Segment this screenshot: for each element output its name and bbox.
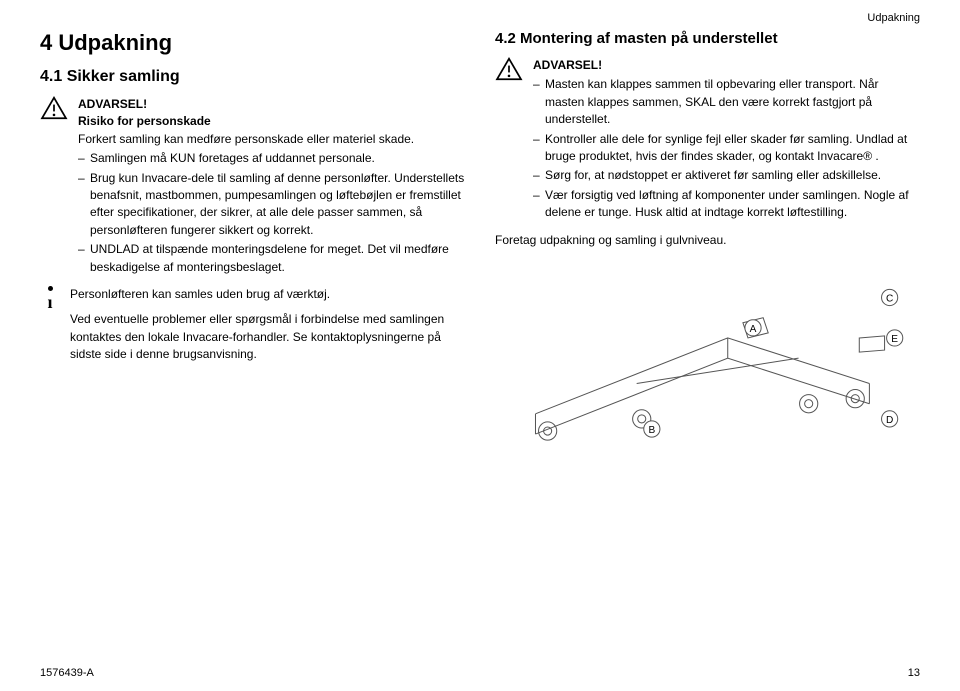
page-number: 13 (908, 667, 920, 679)
section-title-4-1: 4.1 Sikker samling (40, 68, 465, 86)
warning-item: Kontroller alle dele for synlige fejl el… (533, 131, 920, 166)
info-block: ı Personløfteren kan samles uden brug af… (40, 286, 465, 372)
instruction-paragraph: Foretag udpakning og samling i gulvnivea… (495, 232, 920, 249)
warning-list-right: Masten kan klappes sammen til opbevaring… (533, 76, 920, 221)
left-column: 4 Udpakning 4.1 Sikker samling ADVARSEL!… (40, 30, 465, 454)
section-title-4-2: 4.2 Montering af masten på understellet (495, 30, 920, 47)
warning-triangle-icon (495, 57, 523, 81)
warning-item: Brug kun Invacare-dele til samling af de… (78, 170, 465, 240)
info-paragraph-2: Ved eventuelle problemer eller spørgsmål… (70, 311, 465, 363)
warning-list-left: Samlingen må KUN foretages af uddannet p… (78, 150, 465, 276)
header-section-label: Udpakning (867, 12, 920, 24)
info-body: Personløfteren kan samles uden brug af v… (70, 286, 465, 372)
warning-lead-text: Forkert samling kan medføre personskade … (78, 131, 465, 148)
warning-item: Masten kan klappes sammen til opbevaring… (533, 76, 920, 128)
assembly-diagram: A B C D E (495, 257, 920, 454)
warning-item: UNDLAD at tilspænde monteringsdelene for… (78, 241, 465, 276)
diagram-label-text: B (648, 425, 655, 436)
info-icon: ı (40, 286, 60, 311)
doc-number: 1576439-A (40, 667, 94, 679)
page-footer: 1576439-A 13 (40, 667, 920, 679)
diagram-label-text: D (886, 415, 893, 426)
warning-title: ADVARSEL! (533, 57, 920, 74)
diagram-label-text: A (750, 324, 757, 335)
chapter-title: 4 Udpakning (40, 30, 465, 56)
warning-item: Vær forsigtig ved løftning af komponente… (533, 187, 920, 222)
warning-block-left: ADVARSEL! Risiko for personskade Forkert… (40, 96, 465, 276)
warning-item: Sørg for, at nødstoppet er aktiveret før… (533, 167, 920, 184)
diagram-label-text: C (886, 293, 893, 304)
right-column: 4.2 Montering af masten på understellet … (495, 30, 920, 454)
two-column-layout: 4 Udpakning 4.1 Sikker samling ADVARSEL!… (40, 30, 920, 454)
warning-subtitle: Risiko for personskade (78, 113, 465, 130)
warning-title: ADVARSEL! (78, 96, 465, 113)
warning-block-right: ADVARSEL! Masten kan klappes sammen til … (495, 57, 920, 222)
warning-body-right: ADVARSEL! Masten kan klappes sammen til … (533, 57, 920, 222)
warning-body-left: ADVARSEL! Risiko for personskade Forkert… (78, 96, 465, 276)
warning-triangle-icon (40, 96, 68, 120)
diagram-label-text: E (891, 334, 898, 345)
warning-item: Samlingen må KUN foretages af uddannet p… (78, 150, 465, 167)
info-paragraph-1: Personløfteren kan samles uden brug af v… (70, 286, 465, 303)
